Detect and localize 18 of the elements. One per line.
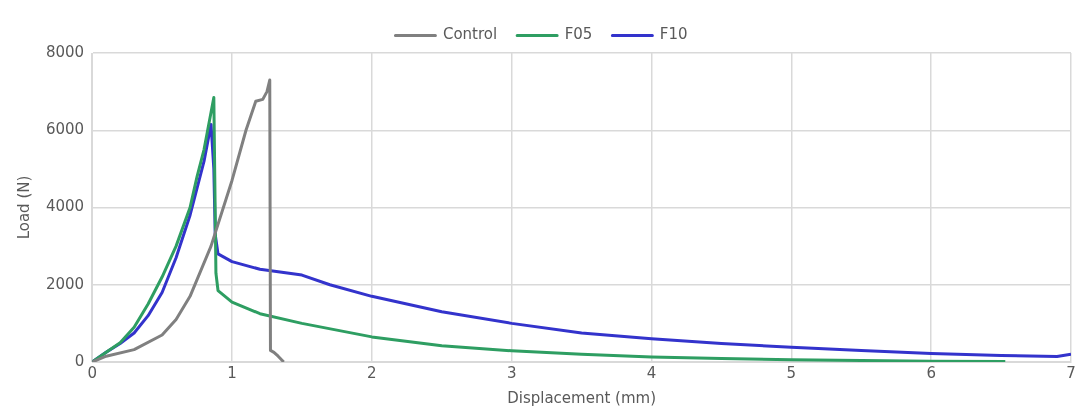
x-tick-label: 7 [1066, 363, 1076, 382]
x-tick-label: 6 [926, 363, 936, 382]
y-tick-label: 8000 [45, 42, 85, 61]
x-tick-label: 4 [646, 363, 657, 382]
legend-label: F10 [659, 25, 688, 44]
x-tick-label: 2 [367, 363, 377, 382]
y-tick-label: 0 [74, 351, 85, 370]
x-tick-label: 1 [227, 363, 237, 382]
x-axis-title: Displacement (mm) [507, 388, 656, 407]
x-tick-label: 5 [786, 363, 797, 382]
y-tick-label: 6000 [45, 120, 85, 139]
legend-label: F05 [564, 25, 593, 44]
y-tick-label: 4000 [45, 197, 85, 216]
x-tick-label: 3 [506, 363, 517, 382]
legend-label: Control [442, 25, 498, 44]
x-tick-label: 0 [87, 363, 97, 382]
y-axis-title: Load (N) [14, 175, 33, 240]
y-tick-label: 2000 [45, 274, 85, 293]
